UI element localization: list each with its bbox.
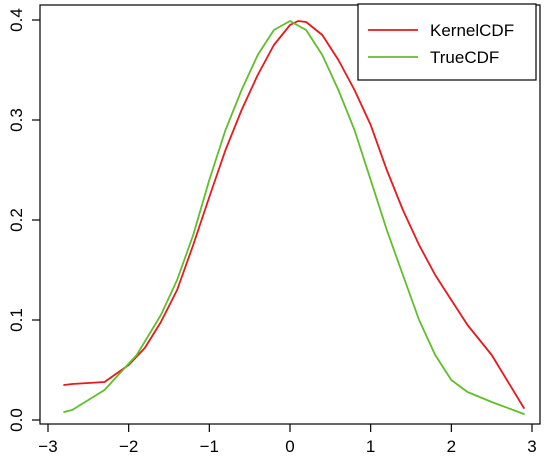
x-tick-label: −3 [38,437,57,456]
x-tick-label: 0 [285,437,294,456]
x-tick-label: 2 [447,437,456,456]
series-line-truecdf [63,20,525,415]
legend-label-truecdf: TrueCDF [430,48,499,67]
legend: KernelCDF TrueCDF [357,3,537,81]
x-tick-label: 1 [366,437,375,456]
y-tick-label: 0.2 [7,208,26,232]
x-tick-label: 3 [527,437,536,456]
y-tick-label: 0.4 [7,8,26,32]
y-axis: 0.0 0.1 0.2 0.3 0.4 [7,8,40,432]
x-tick-label: −1 [200,437,219,456]
x-tick-label: −2 [119,437,138,456]
x-axis: −3 −2 −1 0 1 2 3 [38,424,537,456]
y-tick-label: 0.0 [7,408,26,432]
y-tick-label: 0.3 [7,108,26,132]
legend-label-kernelcdf: KernelCDF [430,21,514,40]
y-tick-label: 0.1 [7,308,26,332]
series-layer [63,20,525,415]
legend-box [357,3,537,81]
